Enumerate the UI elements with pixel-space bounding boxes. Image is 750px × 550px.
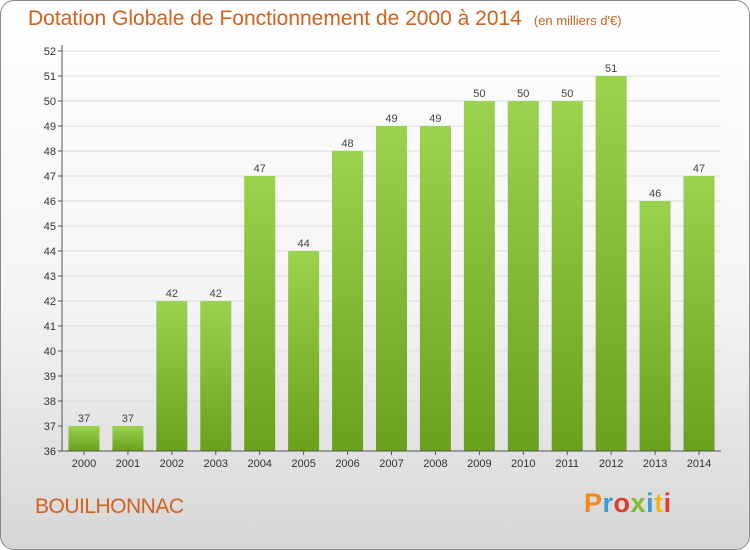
logo-letter: i — [646, 488, 655, 518]
data-label: 42 — [210, 288, 222, 300]
commune-name: BOUILHONNAC — [35, 495, 184, 518]
bar — [639, 201, 671, 451]
logo-letter: x — [630, 488, 647, 518]
data-label: 47 — [693, 163, 705, 175]
x-tick-label: 2008 — [423, 458, 447, 470]
chart-title-text: Dotation Globale de Fonctionnement de 20… — [28, 7, 522, 30]
data-label: 51 — [605, 63, 617, 75]
x-tick-label: 2011 — [555, 458, 579, 470]
y-tick-label: 48 — [44, 146, 56, 158]
data-label: 50 — [561, 88, 573, 100]
y-tick-label: 43 — [44, 271, 56, 283]
logo-letter: o — [613, 488, 631, 518]
bar — [463, 101, 495, 451]
y-tick-label: 45 — [44, 221, 56, 233]
y-tick-label: 42 — [44, 296, 56, 308]
bar — [200, 301, 232, 451]
data-label: 50 — [473, 88, 485, 100]
data-label: 50 — [517, 88, 529, 100]
bar — [68, 426, 100, 451]
data-label: 46 — [649, 188, 661, 200]
bar — [244, 176, 276, 451]
data-label: 44 — [298, 238, 310, 250]
x-tick-label: 2006 — [335, 458, 359, 470]
data-label: 49 — [429, 113, 441, 125]
logo-letter: P — [584, 488, 603, 518]
x-tick-label: 2010 — [511, 458, 535, 470]
y-tick-label: 51 — [44, 71, 56, 83]
x-tick-label: 2009 — [467, 458, 491, 470]
y-tick-label: 50 — [44, 96, 56, 108]
chart-unit: (en milliers d'€) — [533, 13, 622, 28]
logo-letter: t — [654, 488, 664, 518]
data-label: 37 — [122, 413, 134, 425]
data-label: 42 — [166, 288, 178, 300]
x-tick-label: 2000 — [72, 458, 96, 470]
bar — [551, 101, 583, 451]
data-label: 48 — [341, 138, 353, 150]
y-tick-label: 46 — [44, 196, 56, 208]
x-tick-label: 2004 — [247, 458, 271, 470]
bars — [68, 76, 715, 451]
proxiti-logo: Proxiti — [584, 488, 672, 519]
bar — [332, 151, 364, 451]
data-label: 37 — [78, 413, 90, 425]
y-tick-label: 47 — [44, 171, 56, 183]
y-tick-label: 37 — [44, 421, 56, 433]
x-tick-label: 2005 — [291, 458, 315, 470]
chart-title: Dotation Globale de Fonctionnement de 20… — [28, 7, 622, 31]
logo-letter: r — [602, 488, 614, 518]
bar — [112, 426, 144, 451]
bar — [683, 176, 715, 451]
bar — [419, 126, 451, 451]
axes — [58, 45, 721, 455]
bar — [595, 76, 627, 451]
x-tick-label: 2003 — [204, 458, 228, 470]
x-tick-label: 2002 — [160, 458, 184, 470]
logo-letter: i — [663, 488, 672, 518]
y-tick-label: 44 — [44, 246, 56, 258]
x-tick-label: 2014 — [687, 458, 711, 470]
x-tick-label: 2007 — [379, 458, 403, 470]
bar — [376, 126, 407, 451]
y-tick-label: 38 — [44, 396, 56, 408]
data-label: 47 — [254, 163, 266, 175]
y-tick-label: 39 — [44, 371, 56, 383]
x-tick-label: 2013 — [643, 458, 667, 470]
y-tick-label: 49 — [44, 121, 56, 133]
labels: 36 37 38 39 40 41 42 43 44 45 46 47 48 49 50 51 52 37 2000… — [44, 46, 712, 470]
y-tick-label: 52 — [44, 46, 56, 58]
bar — [156, 301, 188, 451]
bar — [507, 101, 539, 451]
x-tick-label: 2012 — [599, 458, 623, 470]
data-label: 49 — [385, 113, 397, 125]
y-tick-label: 41 — [44, 321, 56, 333]
y-tick-label: 36 — [44, 446, 56, 458]
x-tick-label: 2001 — [116, 458, 140, 470]
y-tick-label: 40 — [44, 346, 56, 358]
bar — [288, 251, 320, 451]
